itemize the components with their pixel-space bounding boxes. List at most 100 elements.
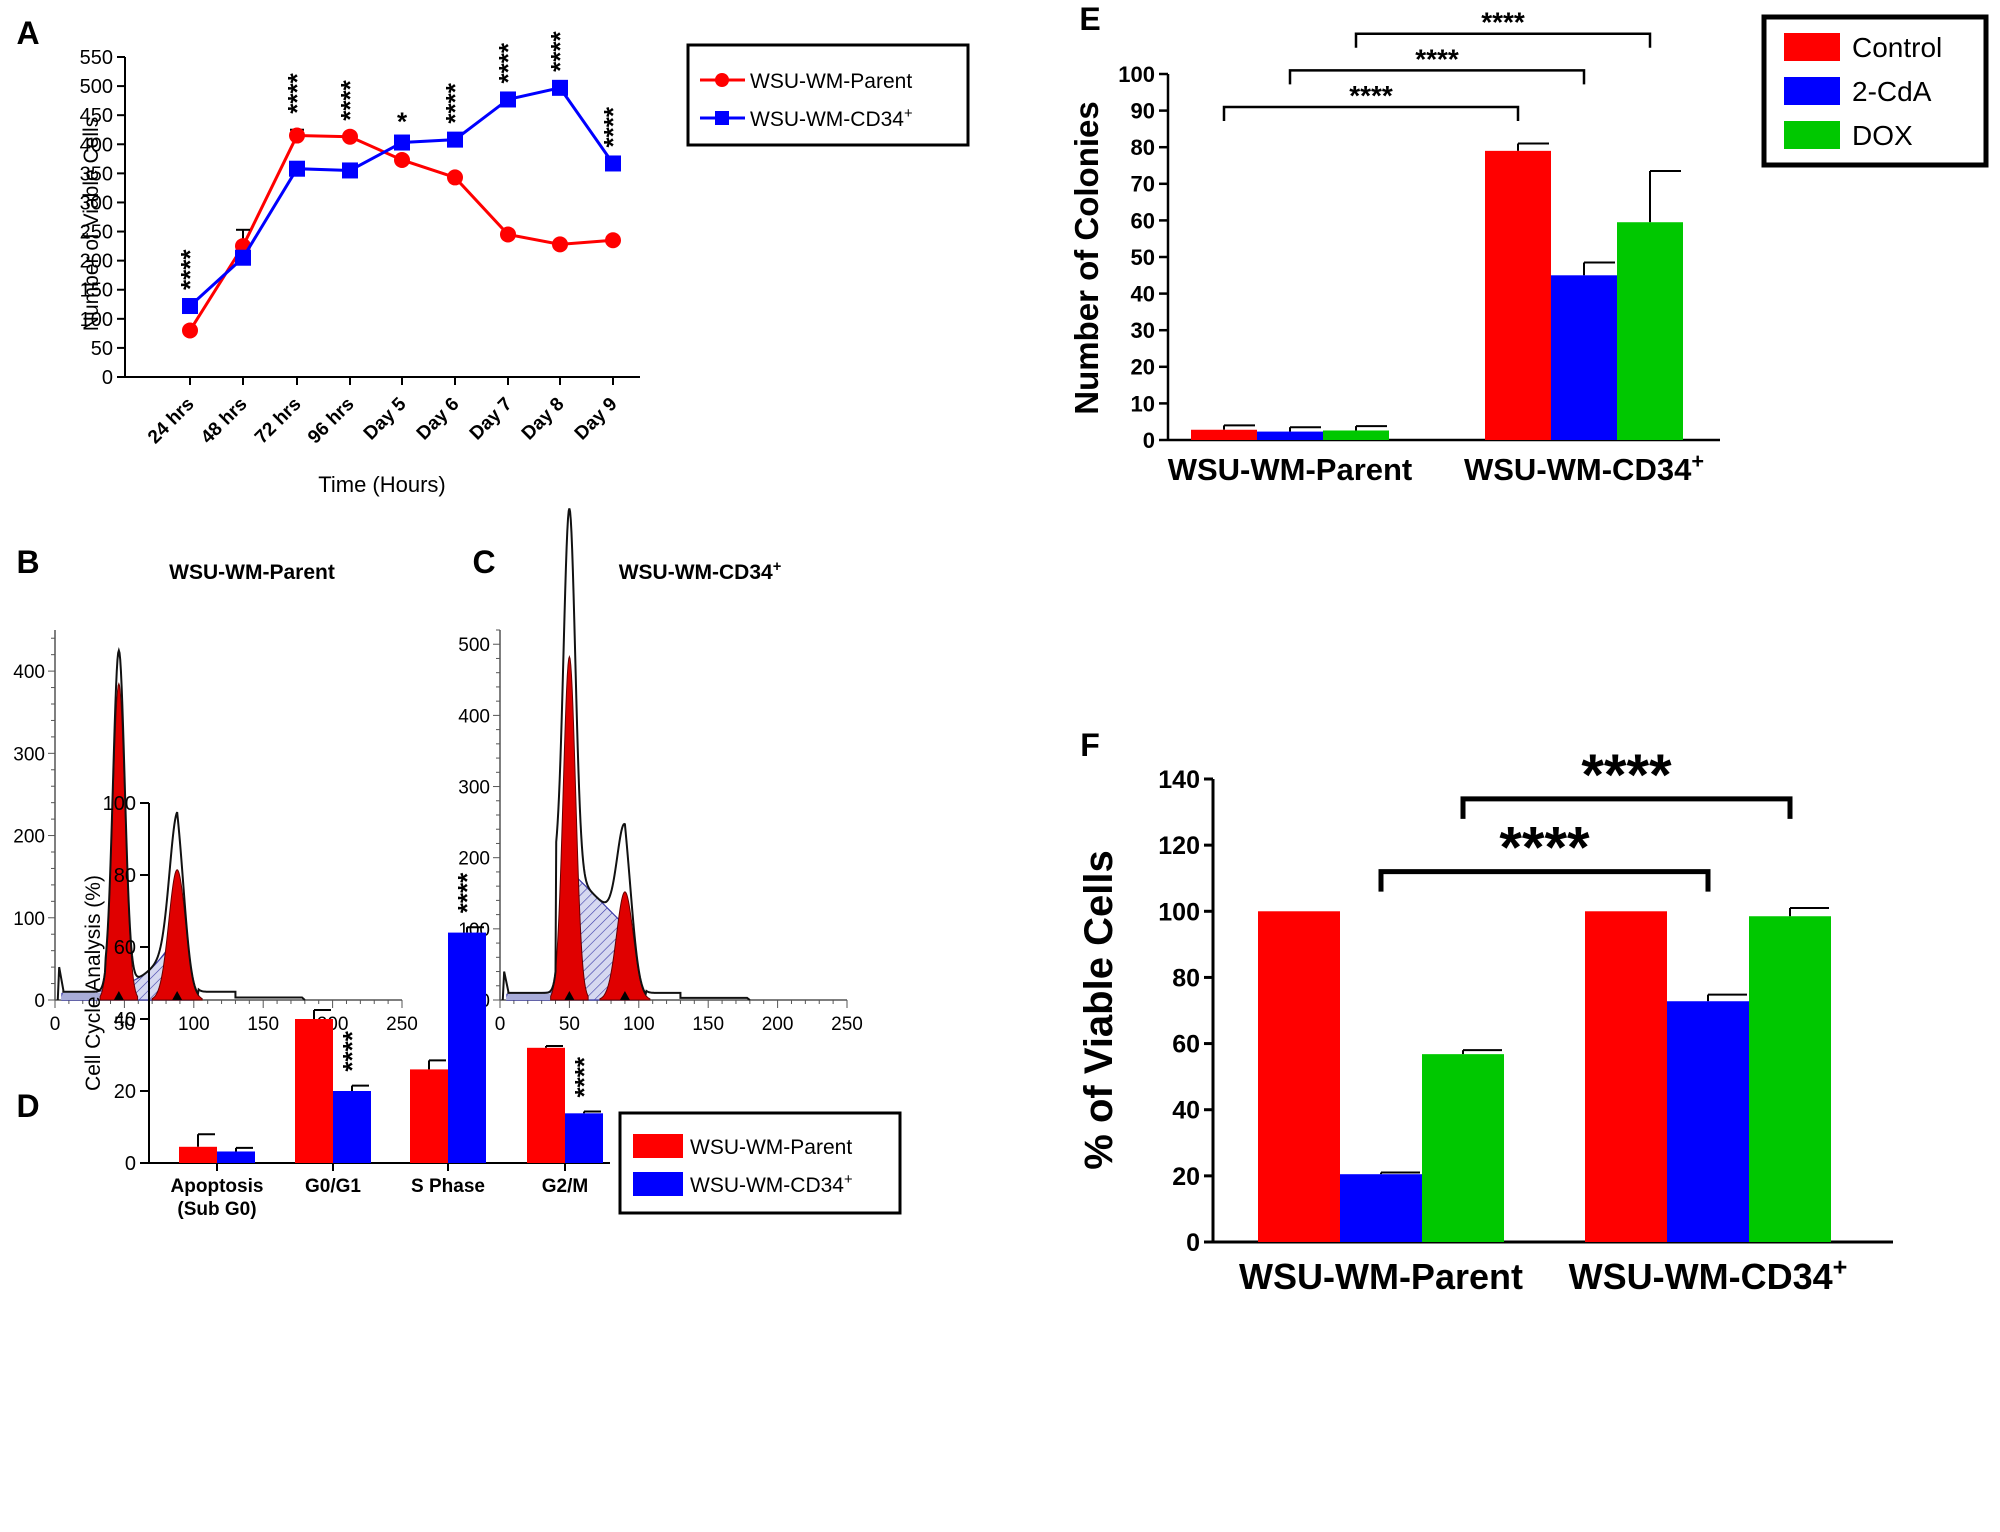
significance-bracket [1288, 69, 1586, 85]
y-tick-label: 50 [91, 338, 113, 360]
x-tick-label: 48 hrs [197, 394, 251, 448]
legend-label: WSU-WM-Parent [750, 70, 912, 93]
legend-swatch [633, 1134, 683, 1158]
bar [1323, 430, 1389, 440]
y-tick-label: 500 [458, 635, 490, 656]
significance-stars: **** [440, 82, 470, 123]
significance-stars: **** [1349, 80, 1393, 111]
y-tick-label: 70 [1131, 172, 1155, 197]
gate-marker [619, 991, 630, 1000]
y-tick-label: 40 [114, 1009, 136, 1031]
x-tick-sublabel: (Sub G0) [177, 1199, 256, 1220]
legend-label-main: WSU-WM-CD34 [690, 1174, 844, 1197]
y-tick-label: 450 [80, 105, 113, 127]
panel-e: E 0 10 20 30 40 50 60 70 80 90 100 Number of Colonie… [1068, 1, 1989, 487]
x-tick-label-sup: + [1691, 448, 1704, 473]
debris-fill [505, 992, 564, 1000]
y-axis-title: % of Viable Cells [1077, 850, 1121, 1169]
significance-stars: **** [598, 106, 628, 147]
panel-letter: D [16, 1088, 39, 1124]
y-axis-title: Number of Colonies [1068, 101, 1105, 415]
x-tick-label: 150 [692, 1014, 724, 1035]
bar [1667, 1001, 1749, 1242]
y-tick-label: 100 [80, 309, 113, 331]
y-tick-label: 400 [80, 134, 113, 156]
x-tick-label: 100 [178, 1014, 210, 1035]
y-tick-label: 80 [114, 865, 136, 887]
significance-bracket [1354, 32, 1652, 48]
bar [179, 1146, 217, 1163]
significance-stars: **** [1581, 743, 1672, 808]
x-tick-label: Day 6 [413, 394, 464, 445]
x-tick-label: 250 [386, 1014, 418, 1035]
x-tick-label: 24 hrs [144, 394, 198, 448]
significance-bracket [1460, 796, 1793, 819]
x-tick-label: 150 [247, 1014, 279, 1035]
y-tick-label: 80 [1172, 964, 1200, 992]
x-tick-label: S Phase [411, 1176, 485, 1197]
y-tick-label: 200 [13, 827, 45, 848]
y-tick-label: 100 [103, 793, 136, 815]
panel-letter: A [16, 15, 39, 51]
significance-stars: **** [1415, 43, 1459, 74]
data-point [500, 226, 516, 243]
y-tick-label: 550 [80, 47, 113, 69]
y-tick-label: 400 [458, 706, 490, 727]
legend-label: 2-CdA [1852, 76, 1932, 107]
significance-stars: **** [1481, 7, 1525, 38]
x-tick-label-main: S Phase [411, 1176, 485, 1197]
x-tick-label: WSU-WM-Parent [1168, 452, 1413, 487]
x-tick-label: 50 [114, 1014, 135, 1035]
legend-label: WSU-WM-Parent [690, 1136, 852, 1159]
gate-marker [564, 991, 575, 1000]
bar [1258, 911, 1340, 1242]
x-tick-label-sup: + [1833, 1253, 1848, 1281]
bar [295, 1019, 333, 1163]
significance-stars: **** [1499, 816, 1590, 881]
panel-f: F 0 20 40 60 80 100 120 140 % of Viable Cells WSU-… [1077, 727, 1893, 1297]
gate-marker [172, 991, 183, 1000]
data-point [342, 128, 358, 145]
y-tick-label: 10 [1131, 391, 1155, 416]
legend-label: DOX [1852, 120, 1913, 151]
legend-marker [715, 111, 729, 125]
bar [1422, 1054, 1504, 1242]
data-point [447, 131, 463, 148]
y-tick-label: 120 [1158, 832, 1200, 860]
y-axis-title: Cell Cycle Analysis (%) [82, 875, 105, 1091]
x-tick-label-main: WSU-WM-Parent [1239, 1256, 1523, 1297]
bar [1551, 275, 1617, 440]
y-tick-label: 20 [114, 1081, 136, 1103]
x-tick-label-main: Apoptosis [171, 1176, 264, 1197]
x-tick-label-main: WSU-WM-CD34 [1464, 452, 1692, 487]
y-tick-label: 0 [102, 367, 113, 389]
data-point [552, 236, 568, 253]
y-tick-label: 100 [1118, 62, 1155, 87]
y-tick-label: 40 [1131, 282, 1155, 307]
data-point [500, 91, 516, 108]
bar [1749, 916, 1831, 1242]
y-tick-label: 300 [13, 744, 45, 765]
significance-stars: * [397, 107, 408, 137]
x-tick-label: 250 [831, 1014, 863, 1035]
significance-bracket [1222, 105, 1520, 121]
data-point [605, 232, 621, 249]
significance-bracket [1378, 869, 1711, 892]
y-tick-label: 60 [114, 937, 136, 959]
bar [565, 1113, 603, 1163]
bar [1340, 1174, 1422, 1242]
legend-swatch [1784, 77, 1840, 105]
data-point [394, 151, 410, 168]
x-tick-label: Day 8 [518, 394, 569, 445]
x-tick-label: G2/M [542, 1176, 588, 1197]
x-tick-label-main: G2/M [542, 1176, 588, 1197]
bar [217, 1151, 255, 1163]
y-tick-label: 60 [1131, 208, 1155, 233]
y-tick-label: 30 [1131, 318, 1155, 343]
y-tick-label: 200 [458, 849, 490, 870]
significance-stars: **** [337, 1030, 367, 1071]
panel-letter: E [1079, 1, 1100, 37]
bar [410, 1069, 448, 1163]
y-tick-label: 0 [34, 991, 45, 1012]
legend-marker [715, 73, 729, 87]
